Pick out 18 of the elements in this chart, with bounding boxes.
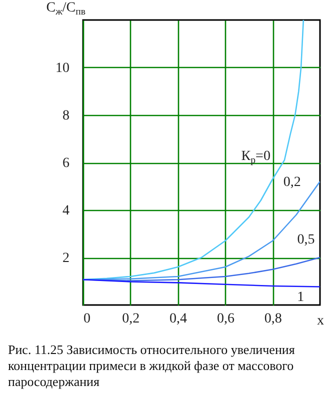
y-tick-label: 2 (62, 251, 70, 266)
line-series (83, 278, 320, 288)
y-tick-label: 4 (62, 204, 70, 218)
x-tick-label: 0,4 (170, 312, 188, 326)
x-tick-label: 0,6 (216, 312, 234, 326)
x-tick-label: 0 (84, 312, 90, 326)
x-tick-label: 0,8 (264, 312, 282, 326)
y-tick-label: 6 (62, 156, 70, 171)
series-label: К$_{р}$=0 (241, 149, 270, 166)
series-label: 0,5 (297, 232, 315, 248)
x-tick-label: 0,2 (122, 312, 140, 326)
series-label: 0,2 (283, 175, 301, 190)
text: Рис. 11.25 Зависимость относительного увеличения концентрации примеси в жидкой фазе от массового паросодержания (8, 342, 296, 390)
x-axis-title: x (317, 314, 324, 328)
y-tick-label: 8 (62, 108, 70, 124)
series-label: 1 (297, 290, 304, 305)
y-tick-label: 10 (56, 61, 70, 76)
y-axis-title: С$_{ж}$/С$_{пв}$ (46, 0, 86, 17)
